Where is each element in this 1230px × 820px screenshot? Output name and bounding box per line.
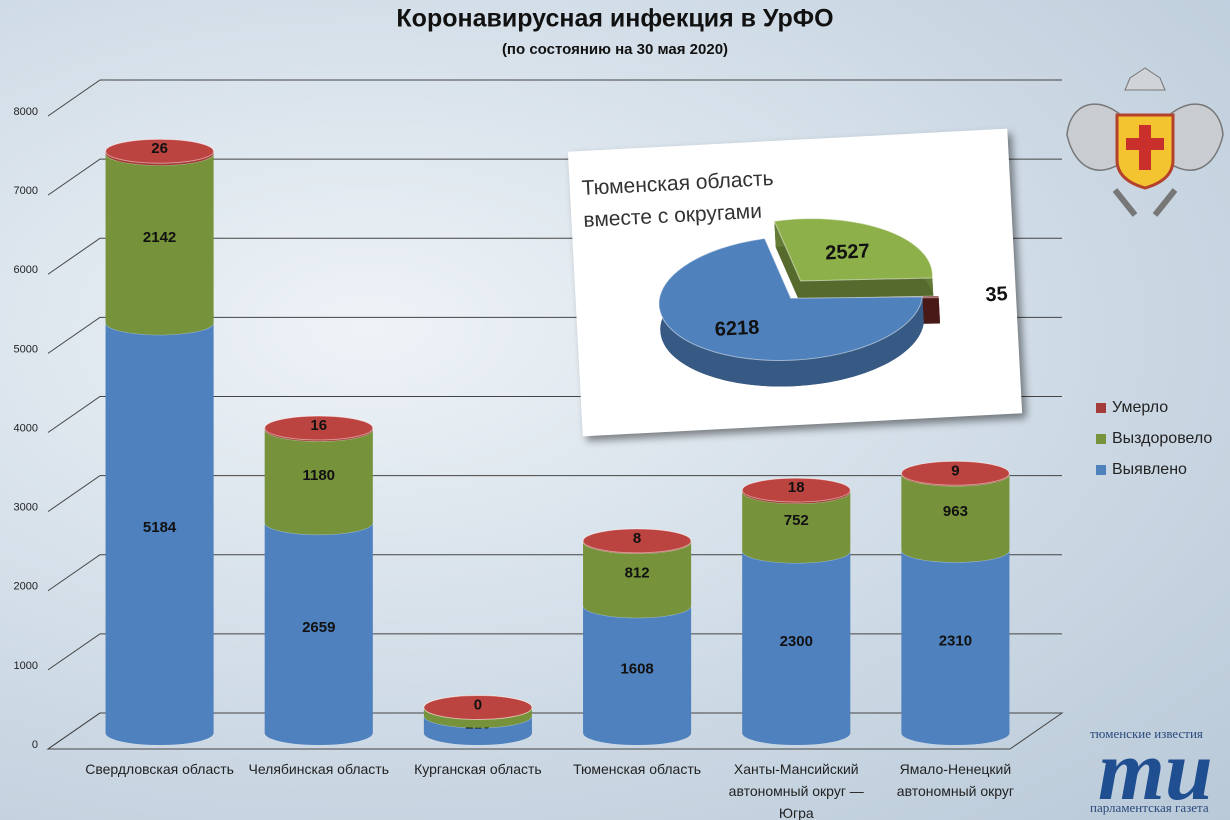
slice-wall	[938, 296, 940, 324]
legend-swatch	[1096, 434, 1106, 444]
value-label: 1180	[302, 467, 335, 484]
grid-line	[47, 475, 1062, 513]
pie-value-label: 35	[985, 283, 1008, 306]
cylinder-shade	[583, 605, 692, 745]
x-tick-label: Ханты-Мансийский автономный округ — Югра	[728, 761, 864, 820]
pie-slice	[658, 237, 924, 387]
cylinder-shade	[742, 551, 851, 745]
pie-slice	[773, 218, 934, 307]
cylinder-cap	[741, 477, 851, 503]
grid-line	[47, 554, 1062, 592]
value-label: 26	[151, 140, 168, 157]
value-label: 5184	[143, 519, 177, 536]
slice-side	[774, 221, 934, 307]
slice-top	[658, 237, 923, 362]
emblem	[1066, 67, 1224, 217]
cylinder-cap	[900, 460, 1010, 486]
bar-segment	[264, 415, 374, 442]
y-tick-label: 2000	[14, 581, 38, 593]
y-tick-label: 8000	[14, 106, 38, 118]
pie-value-label: 6218	[714, 317, 760, 341]
y-tick-label: 1000	[14, 660, 38, 672]
value-label: 812	[625, 565, 650, 582]
legend-label: Умерло	[1112, 399, 1168, 416]
legend-label: Выздоровело	[1112, 430, 1212, 447]
cylinder-shade	[264, 522, 373, 745]
legend-label: Выявлено	[1112, 461, 1187, 478]
legend-swatch	[1096, 403, 1106, 413]
cylinder-shade	[742, 491, 851, 564]
logo-bottom: парламентская газета	[1090, 800, 1209, 815]
value-label: 18	[788, 479, 805, 496]
value-label: 2310	[939, 633, 972, 650]
value-label: 2300	[780, 633, 813, 650]
x-tick-label: Ямало-Ненецкий автономный округ	[896, 761, 1015, 799]
grid-line	[47, 633, 1062, 671]
x-tick-label: Курганская область	[414, 761, 542, 777]
y-tick-label: 5000	[14, 343, 38, 355]
cylinder-shade	[105, 153, 214, 335]
cylinder-cap	[264, 415, 374, 441]
value-label: 16	[310, 417, 327, 434]
y-tick-label: 4000	[14, 422, 38, 434]
x-tick-label: Свердловская область	[85, 761, 234, 777]
pie-chart: 2527 35 6218	[658, 218, 1008, 387]
pie-value-label: 2527	[825, 240, 871, 264]
bar-segment	[741, 477, 851, 504]
chart-title: Коронавирусная инфекция в УрФО	[396, 5, 833, 33]
x-tick-label: Тюменская область	[573, 761, 702, 777]
bar-segment	[105, 138, 215, 166]
bar-segment	[423, 694, 533, 720]
cylinder-shade	[901, 474, 1010, 563]
value-label: 8	[633, 530, 641, 547]
chart-subtitle: (по состоянию на 30 мая 2020)	[502, 41, 728, 58]
bar-segment	[900, 460, 1010, 487]
grid-line	[47, 79, 1062, 117]
bar-segment	[582, 528, 692, 554]
inset-chart: Тюменская область вместе с округами 2527…	[567, 128, 1023, 437]
y-tick-label: 0	[32, 739, 38, 751]
logo-mark: ти	[1098, 722, 1213, 818]
value-label: 2142	[143, 229, 176, 246]
value-label: 0	[474, 696, 482, 713]
y-tick-label: 6000	[14, 264, 38, 276]
cylinder-cap	[423, 694, 533, 720]
value-label: 752	[784, 512, 809, 529]
x-tick-label: Челябинская область	[248, 761, 390, 777]
y-tick-label: 7000	[14, 185, 38, 197]
value-label: 2659	[302, 619, 335, 636]
cylinder-shade	[583, 541, 692, 618]
y-tick-label: 3000	[14, 502, 38, 514]
value-label: 1608	[620, 660, 653, 677]
value-label: 9	[951, 462, 959, 479]
cylinder-shade	[901, 550, 1010, 745]
logo-top: тюменские известия	[1090, 726, 1203, 741]
legend-swatch	[1096, 465, 1106, 475]
floor	[46, 712, 1064, 750]
value-label: 963	[943, 503, 968, 520]
slice-top	[773, 218, 933, 282]
cylinder-shade	[105, 322, 214, 745]
cylinder-cap	[105, 138, 215, 164]
cylinder-shade	[264, 429, 373, 535]
cylinder-cap	[582, 528, 692, 554]
